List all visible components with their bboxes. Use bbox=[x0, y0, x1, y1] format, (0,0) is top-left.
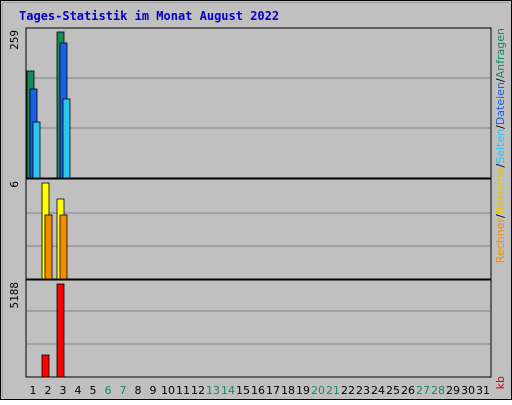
plot-panels: 259 6 5188 bbox=[8, 27, 492, 378]
frame-shadow bbox=[1, 1, 511, 399]
x-tick-label: 1 bbox=[30, 384, 37, 397]
x-tick-label: 16 bbox=[251, 384, 265, 397]
x-tick-label: 27 bbox=[416, 384, 430, 397]
x-tick-label: 11 bbox=[176, 384, 190, 397]
bar-kb-day-2 bbox=[41, 354, 50, 378]
panel-middle-area bbox=[25, 178, 492, 280]
x-tick-label: 17 bbox=[266, 384, 280, 397]
x-axis-labels: 1 2 3 4 5 6 7 8 9 10 11 12 13 14 15 16 17 18 19 20 21 22 23 24 2… bbox=[30, 384, 491, 397]
panel-top-area bbox=[25, 27, 492, 179]
x-tick-label: 5 bbox=[90, 384, 97, 397]
panel-top: 259 bbox=[8, 27, 492, 179]
legend-entry: / bbox=[494, 125, 507, 129]
legend-entry: Rechner bbox=[494, 218, 507, 264]
bar-rechner-day-3 bbox=[59, 214, 68, 280]
bar-rechner-day-2 bbox=[44, 214, 53, 280]
panel-bottom: 5188 bbox=[8, 279, 492, 378]
x-tick-label: 20 bbox=[311, 384, 325, 397]
x-tick-label: 8 bbox=[135, 384, 142, 397]
x-tick-label: 29 bbox=[446, 384, 460, 397]
x-tick-label: 3 bbox=[60, 384, 67, 397]
chart-title: Tages-Statistik im Monat August 2022 bbox=[19, 9, 279, 23]
legend-entry: Besuche bbox=[494, 167, 507, 214]
x-tick-label: 31 bbox=[476, 384, 490, 397]
x-tick-label: 28 bbox=[431, 384, 445, 397]
x-tick-label: 21 bbox=[326, 384, 340, 397]
x-tick-label: 30 bbox=[461, 384, 475, 397]
panel-bottom-area bbox=[25, 279, 492, 378]
legend-right: Rechner/Besuche/Seiten/Dateien/Anfragenk… bbox=[494, 28, 507, 389]
legend-entry: Seiten bbox=[494, 129, 507, 164]
x-tick-label: 14 bbox=[221, 384, 235, 397]
panel-bottom-ymax-label: 5188 bbox=[8, 282, 21, 309]
x-tick-label: 24 bbox=[371, 384, 385, 397]
x-tick-label: 4 bbox=[75, 384, 82, 397]
legend-kb: kb bbox=[494, 376, 507, 389]
bar-kb-day-3 bbox=[56, 283, 65, 378]
bar-seiten-day-1 bbox=[32, 121, 41, 179]
x-tick-label: 23 bbox=[356, 384, 370, 397]
x-tick-label: 6 bbox=[105, 384, 112, 397]
legend-entry: / bbox=[494, 163, 507, 167]
x-tick-label: 15 bbox=[236, 384, 250, 397]
x-tick-label: 18 bbox=[281, 384, 295, 397]
x-tick-label: 25 bbox=[386, 384, 400, 397]
x-tick-label: 7 bbox=[120, 384, 127, 397]
x-tick-label: 9 bbox=[150, 384, 157, 397]
legend-entry: / bbox=[494, 78, 507, 82]
legend-upper: Rechner/Besuche/Seiten/Dateien/Anfragen bbox=[494, 28, 507, 263]
panel-middle: 6 bbox=[8, 178, 492, 280]
panel-top-ymax-label: 259 bbox=[8, 30, 21, 50]
x-tick-label: 26 bbox=[401, 384, 415, 397]
legend-entry: Dateien bbox=[494, 82, 507, 125]
bar-seiten-day-3 bbox=[62, 98, 71, 179]
x-tick-label: 2 bbox=[45, 384, 52, 397]
x-tick-label: 22 bbox=[341, 384, 355, 397]
panel-middle-ymax-label: 6 bbox=[8, 181, 21, 188]
legend-entry: / bbox=[494, 214, 507, 218]
legend-entry: Anfragen bbox=[494, 28, 507, 78]
x-tick-label: 10 bbox=[161, 384, 175, 397]
x-tick-label: 13 bbox=[206, 384, 220, 397]
x-tick-label: 19 bbox=[296, 384, 310, 397]
x-tick-label: 12 bbox=[191, 384, 205, 397]
